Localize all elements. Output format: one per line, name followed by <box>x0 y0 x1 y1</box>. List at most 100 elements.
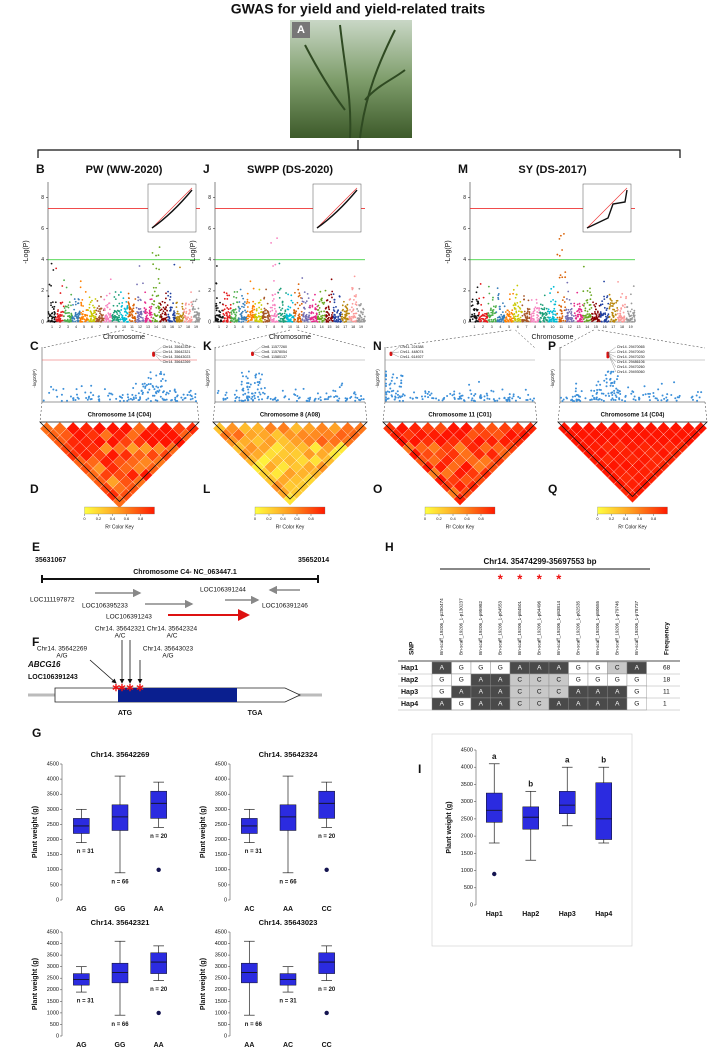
snp-dot <box>262 321 265 323</box>
snp-id: Chr14. 35642321 <box>95 626 146 633</box>
snp-dot <box>351 288 354 291</box>
snp-dot <box>328 308 331 311</box>
snp-dot <box>238 399 241 402</box>
snp-dot <box>495 311 498 314</box>
snp-dot <box>485 312 488 315</box>
color-key-tick: 0.2 <box>609 516 615 521</box>
n-label: n = 66 <box>111 1022 129 1028</box>
snp-dot <box>360 398 363 401</box>
snp-dot <box>513 317 516 320</box>
snp-dot <box>318 317 321 320</box>
snp-dot <box>437 399 440 402</box>
snp-dot <box>567 308 570 311</box>
snp-dot <box>519 320 522 323</box>
snp-dot <box>611 314 614 317</box>
snp-dot <box>95 317 98 320</box>
snp-dot <box>61 314 63 316</box>
snp-dot <box>642 394 645 397</box>
snp-dot <box>195 400 197 403</box>
snp-dot <box>585 314 587 317</box>
snp-dot <box>290 299 293 302</box>
y-tick-label: 8 <box>463 195 466 201</box>
snp-dot <box>90 320 93 323</box>
snp-dot <box>508 400 511 403</box>
snp-dot <box>492 398 495 401</box>
chromosome-label: Chromosome C4- NC_063447.1 <box>133 569 237 576</box>
snp-dot <box>514 315 517 318</box>
snp-dot <box>590 389 593 392</box>
snp-dot <box>595 384 598 387</box>
snp-dot <box>190 301 193 304</box>
row-label: Hap3 <box>401 689 418 696</box>
snp-dot <box>474 392 477 395</box>
snp-dot <box>190 304 193 307</box>
snp-dot <box>235 311 238 314</box>
snp-dot <box>477 300 480 303</box>
snp-dot <box>553 303 556 306</box>
snp-dot <box>138 313 141 316</box>
snp-dot <box>240 315 243 318</box>
snp-dot <box>626 310 629 313</box>
snp-dot <box>497 298 500 301</box>
snp-dot <box>509 319 512 321</box>
snp-dot <box>589 315 592 318</box>
snp-dot <box>488 315 490 318</box>
snp-dot <box>122 399 125 402</box>
snp-dot <box>246 292 249 295</box>
snp-dot <box>393 382 396 385</box>
snp-dot <box>475 308 478 311</box>
snp-dot <box>114 316 117 319</box>
snp-dot <box>56 316 59 318</box>
snp-dot <box>568 299 571 301</box>
chromosome-label: 6 <box>517 325 519 329</box>
chromosome-label: 17 <box>611 325 615 329</box>
snp-dot <box>140 389 143 392</box>
snp-dot <box>263 315 266 318</box>
snp-dot <box>488 292 491 295</box>
snp-dot <box>617 308 619 311</box>
snp-dot <box>513 306 516 309</box>
snp-dot <box>313 320 316 323</box>
snp-dot <box>181 317 184 320</box>
snp-dot <box>507 320 510 323</box>
snp-dot <box>161 300 164 303</box>
snp-dot <box>215 304 218 307</box>
snp-dot <box>571 395 574 398</box>
snp-dot <box>86 398 89 401</box>
snp-dot <box>358 287 361 290</box>
allele-text: G <box>439 677 444 684</box>
snp-dot <box>571 314 573 317</box>
snp-dot <box>332 315 335 318</box>
y-tick-label: 0 <box>224 897 227 903</box>
annotation-leader <box>607 351 616 354</box>
color-key-tick: 0 <box>596 516 599 521</box>
snp-dot <box>341 382 344 385</box>
coordinate-label: 35631067 <box>35 557 66 564</box>
snp-dot <box>168 298 171 301</box>
snp-dot <box>504 317 507 319</box>
snp-dot <box>155 295 158 298</box>
snp-dot <box>233 393 236 396</box>
snp-dot <box>53 305 56 308</box>
snp-dot <box>142 385 145 388</box>
snp-dot <box>411 397 414 400</box>
snp-dot <box>629 293 632 296</box>
snp-dot <box>479 394 482 397</box>
snp-dot <box>633 309 636 312</box>
snp-dot <box>314 315 317 317</box>
snp-dot <box>311 318 313 320</box>
snp-dot <box>328 319 331 322</box>
snp-dot <box>191 303 194 306</box>
snp-dot <box>299 320 302 323</box>
snp-dot <box>564 276 567 279</box>
snp-dot <box>217 318 220 321</box>
snp-dot <box>598 319 600 321</box>
snp-dot <box>232 318 235 321</box>
snp-dot <box>654 397 657 400</box>
snp-dot <box>562 398 565 401</box>
panel-label: A <box>297 24 305 36</box>
snp-dot <box>316 320 319 323</box>
snp-dot <box>616 389 619 392</box>
snp-dot <box>341 313 344 316</box>
snp-dot <box>113 319 116 321</box>
